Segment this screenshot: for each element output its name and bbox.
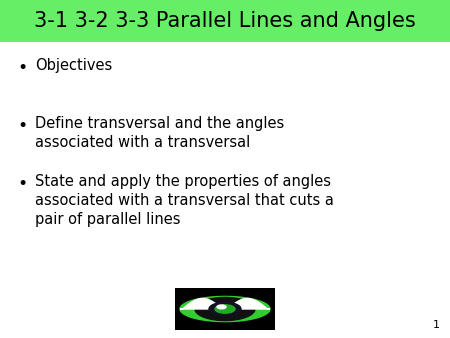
Text: •: • <box>17 175 27 193</box>
Bar <box>0 0 450 42</box>
Text: State and apply the properties of angles
associated with a transversal that cuts: State and apply the properties of angles… <box>35 174 334 227</box>
Polygon shape <box>195 297 255 320</box>
Circle shape <box>215 305 235 313</box>
Bar <box>175 288 275 330</box>
Text: 1: 1 <box>433 320 440 330</box>
Circle shape <box>209 302 241 316</box>
Polygon shape <box>228 298 270 309</box>
Text: •: • <box>17 117 27 135</box>
Text: Define transversal and the angles
associated with a transversal: Define transversal and the angles associ… <box>35 116 284 150</box>
Polygon shape <box>180 298 222 309</box>
Circle shape <box>217 305 226 309</box>
Polygon shape <box>180 296 270 321</box>
Text: 3-1 3-2 3-3 Parallel Lines and Angles: 3-1 3-2 3-3 Parallel Lines and Angles <box>34 11 416 31</box>
Text: Objectives: Objectives <box>35 58 112 73</box>
Text: •: • <box>17 59 27 77</box>
